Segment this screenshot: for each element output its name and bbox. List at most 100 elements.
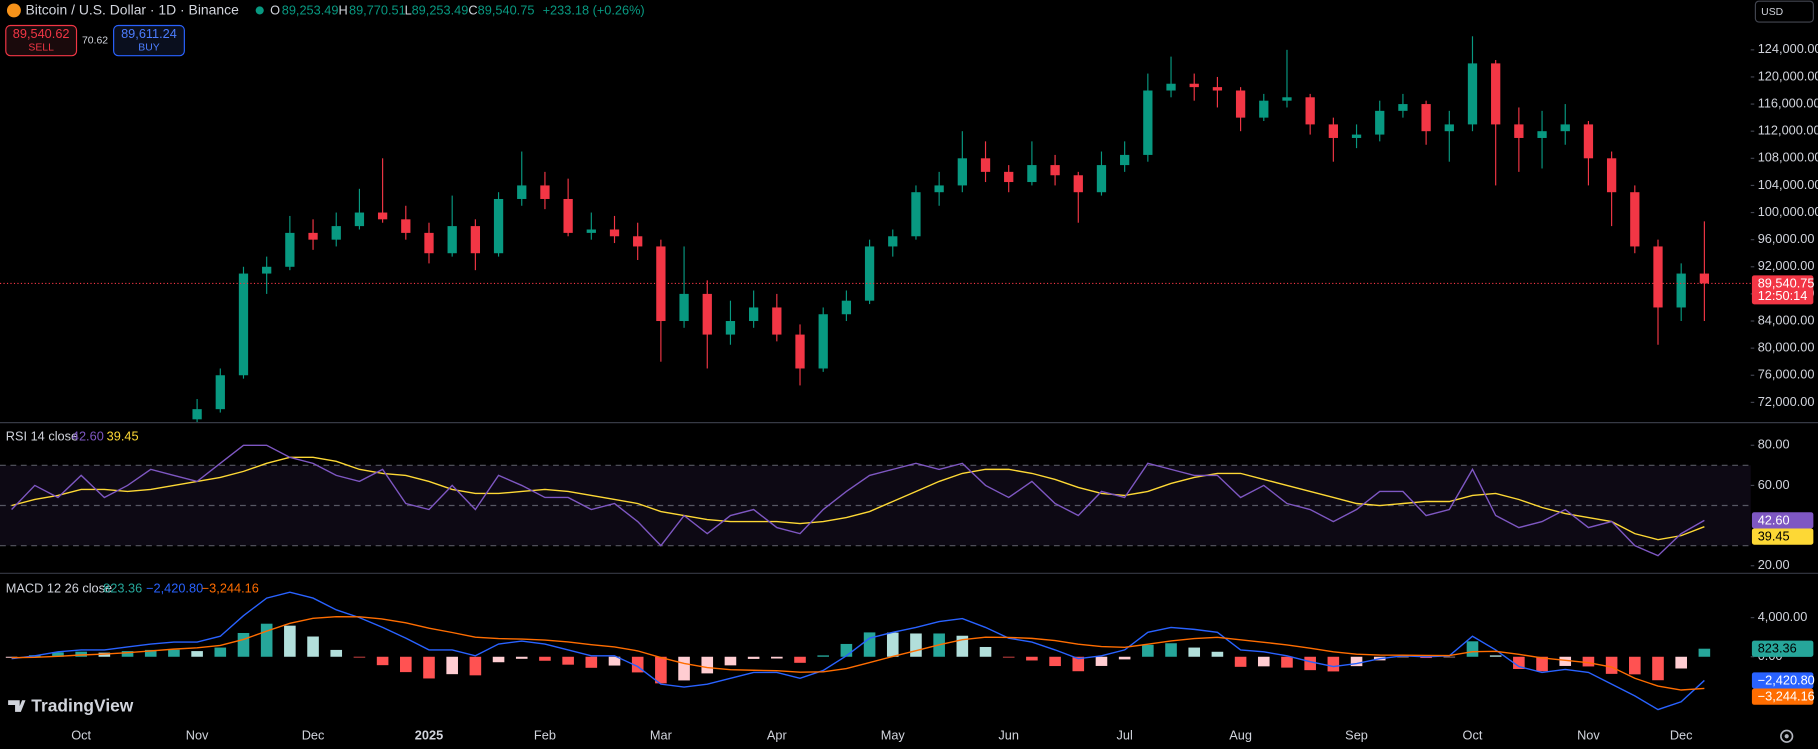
histogram-bar (1234, 656, 1247, 667)
candle-body (1212, 87, 1223, 91)
candle-body (1514, 124, 1524, 138)
ohlc-value: 89,253.49 (412, 2, 469, 17)
candle-body (354, 212, 365, 227)
candle-body (1398, 104, 1408, 111)
histogram-bar (1443, 656, 1456, 658)
legend-value: −3,244.16 (202, 580, 259, 595)
sell-box[interactable] (5, 24, 78, 57)
candle-body (238, 273, 249, 376)
axis-value-box (1751, 528, 1814, 545)
candle-body (1050, 165, 1060, 176)
sell-label[interactable]: SELL (28, 42, 54, 53)
histogram-bar (1536, 656, 1548, 672)
x-tick-label: Oct (1463, 728, 1483, 743)
histogram-bar (307, 636, 319, 657)
sell-price[interactable]: 89,540.62 (13, 26, 70, 41)
settings-button[interactable] (1780, 729, 1794, 743)
candle-body (1305, 97, 1315, 125)
candle-body (702, 293, 712, 335)
settings-icon-center[interactable] (1784, 734, 1789, 739)
candle-body (377, 212, 388, 220)
histogram-bar (1652, 656, 1664, 681)
candle-body (957, 158, 967, 186)
candle-body (447, 226, 457, 254)
x-tick-label: 2025 (415, 728, 443, 743)
candle-body (864, 246, 875, 301)
y-tick-label: 76,000.00 (1758, 367, 1815, 382)
branding: TradingView (31, 695, 134, 715)
histogram-bar (631, 656, 644, 673)
histogram-bar (701, 656, 714, 674)
histogram-bar (121, 651, 134, 657)
histogram-bar (1165, 643, 1177, 657)
candle-body (1606, 158, 1617, 193)
currency[interactable]: USD (1761, 7, 1783, 18)
settings-icon[interactable] (1780, 729, 1794, 743)
y-tick-label: 72,000.00 (1758, 394, 1815, 409)
ohlc-value: 89,770.51 (349, 2, 406, 17)
legend-value: 39.45 (107, 428, 139, 443)
histogram-bar (515, 656, 528, 659)
candles (192, 36, 1710, 423)
panes: 72,000.0076,000.0080,000.0084,000.0088,0… (0, 36, 1818, 743)
histogram-bar (655, 656, 667, 684)
candle-body (980, 158, 991, 172)
histogram-bar (469, 656, 482, 676)
y-tick-label: 104,000.00 (1758, 177, 1818, 192)
candle-body (818, 314, 828, 369)
legend-value: 823.36 (103, 580, 142, 595)
y-tick-label: 112,000.00 (1758, 123, 1818, 138)
candle-body (748, 307, 759, 322)
candle-body (1467, 63, 1478, 125)
candle-body (1259, 100, 1269, 118)
y-tick-label: 84,000.00 (1758, 312, 1815, 327)
candle-body (1421, 104, 1431, 132)
buy-button[interactable]: 89,611.24 BUY (113, 24, 185, 57)
buy-box[interactable] (113, 24, 185, 57)
axis-value-label: −2,420.80 (1758, 672, 1815, 687)
axis-value-label: −3,244.16 (1758, 689, 1815, 704)
x-tick-label: Apr (767, 728, 788, 743)
last-price-label: 89,540.75 (1758, 275, 1815, 290)
histogram-bar (237, 632, 250, 657)
sell-button[interactable]: 89,540.62 SELL (5, 24, 78, 57)
histogram-bar (1629, 656, 1641, 675)
y-tick-label: 116,000.00 (1758, 95, 1818, 110)
candle-body (1096, 165, 1107, 193)
histogram-bar (771, 656, 783, 659)
candle-body (215, 375, 225, 410)
buy-price[interactable]: 89,611.24 (121, 26, 177, 41)
x-tick-label: Jun (998, 728, 1019, 743)
histogram-bar (724, 656, 737, 666)
candle-body (1143, 90, 1153, 155)
candle-body (517, 185, 527, 199)
y-tick-label: 120,000.00 (1758, 68, 1818, 83)
x-tick-label: Nov (186, 728, 209, 743)
countdown: 12:50:14 (1758, 288, 1808, 303)
y-tick-label: 100,000.00 (1758, 204, 1818, 219)
ohlc-value: 89,540.75 (478, 2, 535, 17)
histogram-bar (1675, 656, 1687, 669)
indicator-line (11, 456, 1705, 541)
buy-label[interactable]: BUY (138, 42, 159, 53)
ohlc-key: C (468, 2, 477, 17)
legend-value: −2,420.80 (146, 580, 203, 595)
histogram-bar (446, 656, 458, 675)
y-tick-label: 124,000.00 (1758, 41, 1818, 56)
candle-body (586, 229, 596, 233)
candle-body (772, 307, 782, 335)
candle-body (679, 293, 689, 322)
axis-value-box (1751, 512, 1814, 529)
currency-box[interactable] (1754, 0, 1814, 23)
pane-title: MACD 12 26 close (6, 580, 112, 595)
histogram-bar (330, 649, 343, 657)
y-tick-label: 80.00 (1758, 437, 1790, 452)
histogram-bar (260, 623, 273, 657)
histogram-bar (1142, 644, 1154, 657)
candle-body (424, 232, 434, 254)
currency-selector[interactable]: USD (1754, 0, 1814, 23)
y-tick-label: 96,000.00 (1758, 231, 1815, 246)
indicator-line (11, 444, 1705, 557)
candle-body (633, 236, 643, 247)
